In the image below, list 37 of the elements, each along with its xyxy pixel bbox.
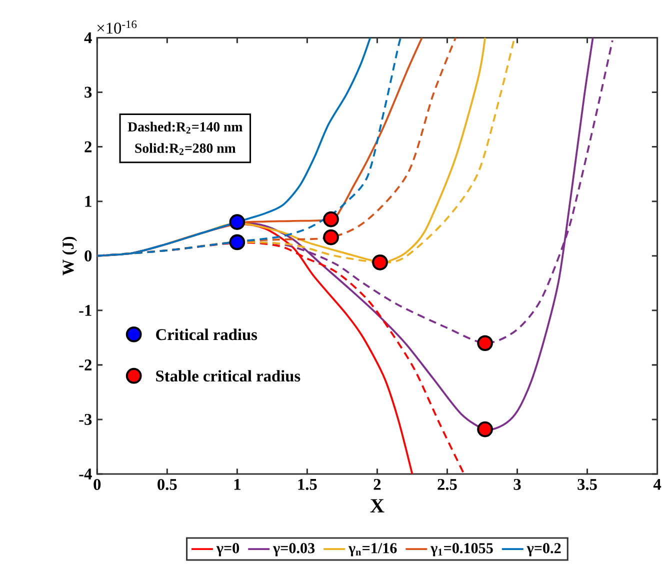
legend-label: Critical radius [156,328,258,340]
legend-label: γ$_{1}$=0.1055 [430,543,493,556]
x-tick-label: 2.5 [438,478,457,490]
x-tick-label: 1.5 [298,478,317,490]
legend-label: Stable critical radius [156,370,300,382]
legend-label: γ=0.2 [526,543,561,556]
x-tick-label: 3.5 [578,478,597,490]
legend-label: γ$_{n}$=1/16 [348,543,397,556]
y-axis-title: W (J) [62,236,77,276]
legend-label: γ=0.03 [272,543,315,556]
x-tick-label: 0 [94,478,101,490]
y-tick-label: -1 [79,305,92,316]
point [229,234,246,250]
point [323,211,339,228]
text: ×10$^{-16}$ [97,20,137,34]
y-tick-label: -4 [79,468,92,480]
point [477,335,493,352]
point [477,421,493,438]
annotation: Dashed:R$_{2}$=140 nm [128,122,242,134]
y-tick-label: 1 [85,196,92,207]
y-tick-label: 3 [84,86,92,98]
x-tick-label: 3 [514,478,521,490]
y-tick-label: -2 [79,360,92,370]
x-axis-title: X [370,499,384,512]
x-tick-label: 4 [653,478,662,490]
y-tick-label: 0 [84,250,92,262]
point [229,214,246,230]
y-tick-label: 2 [84,141,92,152]
x-tick-label: 2 [374,478,381,490]
y-tick-label: -3 [79,414,92,425]
point [323,229,339,246]
y-tick-label: 4 [84,32,92,44]
x-tick-label: 0.5 [158,478,177,490]
annotation: Solid:R$_{2}$=280 nm [135,143,236,155]
legend-label: γ=0 [216,543,240,556]
x-tick-label: 1 [234,478,240,490]
point [372,254,388,270]
